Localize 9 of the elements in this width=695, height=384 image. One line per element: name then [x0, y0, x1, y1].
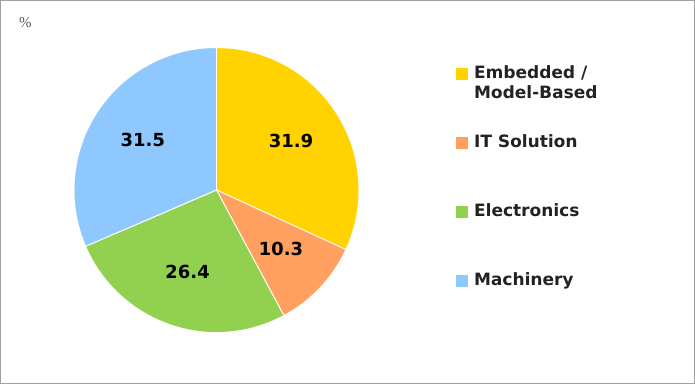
legend-label: Machinery [474, 270, 574, 290]
data-label: 31.9 [268, 131, 314, 152]
legend-label: Embedded / Model-Based [474, 63, 598, 103]
data-label: 10.3 [258, 239, 304, 260]
data-label: 31.5 [120, 130, 165, 152]
data-label: 26.4 [165, 262, 210, 284]
text: % [19, 15, 32, 32]
legend-label: IT Solution [474, 132, 578, 152]
legend-label: Electronics [474, 201, 580, 221]
